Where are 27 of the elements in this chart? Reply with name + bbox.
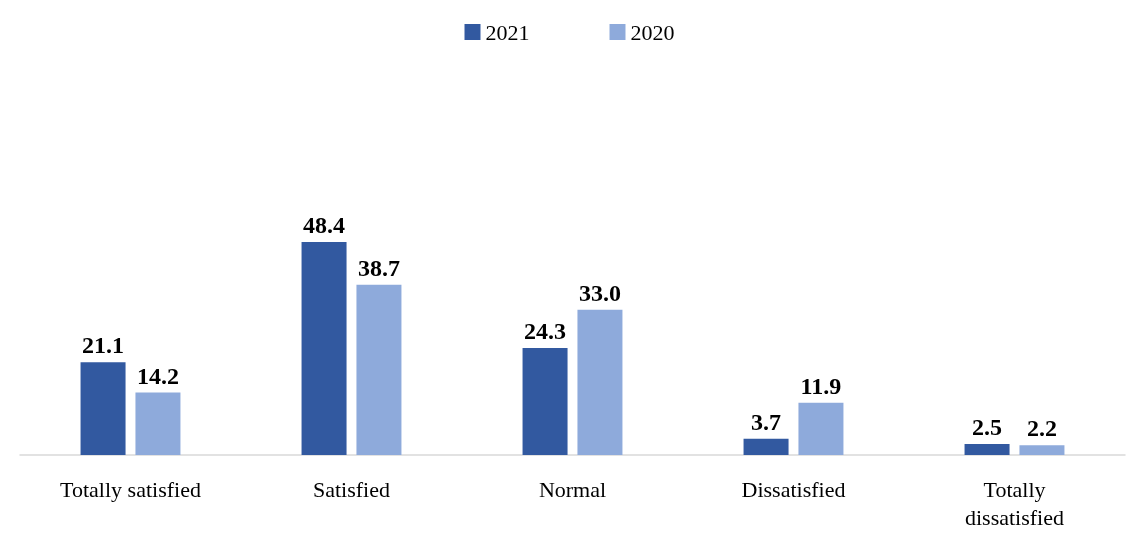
bar (80, 362, 126, 455)
bar (798, 402, 844, 455)
data-label: 48.4 (303, 212, 346, 238)
data-label: 11.9 (800, 372, 842, 399)
x-tick-label: Totally satisfied (60, 476, 201, 502)
data-label: 2.2 (1026, 415, 1057, 442)
bar (1019, 445, 1065, 455)
data-label: 2.5 (972, 414, 1003, 440)
legend-label: 2020 (630, 19, 675, 45)
legend-label: 2021 (485, 19, 530, 45)
x-tick-label: Dissatisfied (741, 476, 846, 502)
data-label: 24.3 (524, 318, 567, 345)
data-label: 33.0 (578, 279, 621, 306)
data-label: 38.7 (357, 254, 400, 281)
bar (356, 284, 402, 455)
bar (522, 348, 568, 455)
bar (964, 444, 1010, 455)
data-label: 14.2 (136, 362, 179, 389)
bar (577, 309, 623, 455)
bar (743, 438, 789, 455)
x-tick-label: Totally dissatisfied (965, 476, 1064, 530)
data-label: 21.1 (82, 332, 125, 359)
x-tick-label: Satisfied (313, 476, 390, 502)
x-tick-label: Normal (538, 476, 607, 502)
bar (135, 392, 181, 455)
data-label: 3.7 (751, 408, 782, 435)
bar (301, 242, 347, 455)
